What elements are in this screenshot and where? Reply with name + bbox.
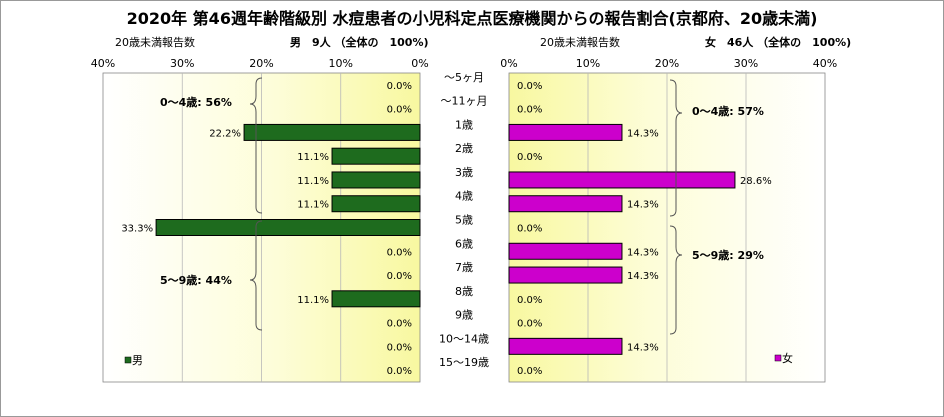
left-summary: 男 9人 （全体の 100%) bbox=[290, 35, 429, 49]
right-group2-label: 5～9歳: 29% bbox=[692, 248, 764, 262]
category-label: ～5ヶ月 bbox=[444, 71, 484, 84]
male-bar bbox=[331, 171, 421, 189]
female-value-label: 0.0% bbox=[517, 105, 542, 116]
left-axis-tick-label: 20% bbox=[249, 57, 273, 70]
category-label: 5歳 bbox=[455, 214, 473, 227]
category-label: 9歳 bbox=[455, 309, 473, 322]
left-group1-label: 0～4歳: 56% bbox=[160, 95, 232, 109]
left-axis-tick-label: 40% bbox=[91, 57, 115, 70]
female-bar bbox=[508, 242, 623, 260]
male-value-label: 0.0% bbox=[387, 105, 412, 116]
female-value-label: 14.3% bbox=[627, 342, 659, 353]
right-axis-tick-label: 10% bbox=[576, 57, 600, 70]
female-value-label: 28.6% bbox=[740, 176, 772, 187]
female-bar bbox=[508, 195, 623, 213]
male-value-label: 11.1% bbox=[297, 176, 329, 187]
right-legend-swatch bbox=[774, 354, 782, 362]
right-group1-brace bbox=[669, 79, 683, 217]
female-bar bbox=[508, 123, 623, 141]
male-value-label: 0.0% bbox=[387, 271, 412, 282]
right-legend-label: 女 bbox=[782, 351, 793, 365]
female-value-label: 14.3% bbox=[627, 271, 659, 282]
right-axis-tick-label: 30% bbox=[734, 57, 758, 70]
left-axis-tick-label: 30% bbox=[170, 57, 194, 70]
female-value-label: 0.0% bbox=[517, 224, 542, 235]
male-value-label: 0.0% bbox=[387, 342, 412, 353]
category-label: ～11ヶ月 bbox=[441, 95, 488, 108]
male-value-label: 0.0% bbox=[387, 319, 412, 330]
category-label: 6歳 bbox=[455, 237, 473, 250]
male-value-label: 0.0% bbox=[387, 247, 412, 258]
left-axis-tick-label: 10% bbox=[329, 57, 353, 70]
left-group2-brace bbox=[249, 220, 263, 331]
female-bar bbox=[508, 266, 623, 284]
right-caption: 20歳未満報告数 bbox=[540, 36, 620, 49]
female-bar bbox=[508, 337, 623, 355]
female-value-label: 0.0% bbox=[517, 295, 542, 306]
female-bar bbox=[508, 171, 736, 189]
chart-title: 2020年 第46週年齢階級別 水痘患者の小児科定点医療機関からの報告割合(京都… bbox=[126, 9, 818, 28]
right-axis-tick-label: 20% bbox=[655, 57, 679, 70]
female-value-label: 14.3% bbox=[627, 247, 659, 258]
left-group1-brace bbox=[249, 77, 263, 214]
male-value-label: 33.3% bbox=[121, 224, 153, 235]
left-group2-label: 5～9歳: 44% bbox=[160, 273, 232, 287]
category-label: 15～19歳 bbox=[439, 356, 489, 369]
female-value-label: 0.0% bbox=[517, 152, 542, 163]
right-group2-brace bbox=[669, 225, 683, 335]
male-value-label: 0.0% bbox=[387, 81, 412, 92]
left-legend-label: 男 bbox=[132, 354, 143, 367]
male-value-label: 22.2% bbox=[209, 128, 241, 139]
right-summary: 女 46人 （全体の 100%) bbox=[705, 35, 851, 49]
category-label: 8歳 bbox=[455, 285, 473, 298]
male-bar bbox=[331, 290, 421, 308]
male-value-label: 0.0% bbox=[387, 366, 412, 377]
male-bar bbox=[331, 147, 421, 165]
category-label: 1歳 bbox=[455, 118, 473, 131]
male-bar bbox=[331, 195, 421, 213]
category-label: 3歳 bbox=[455, 166, 473, 179]
right-axis-tick-label: 40% bbox=[813, 57, 837, 70]
male-value-label: 11.1% bbox=[297, 200, 329, 211]
left-caption: 20歳未満報告数 bbox=[115, 36, 195, 49]
female-value-label: 14.3% bbox=[627, 200, 659, 211]
female-value-label: 0.0% bbox=[517, 319, 542, 330]
female-value-label: 14.3% bbox=[627, 128, 659, 139]
male-value-label: 11.1% bbox=[297, 152, 329, 163]
male-bar bbox=[243, 123, 421, 141]
right-group1-label: 0～4歳: 57% bbox=[692, 104, 764, 118]
male-value-label: 11.1% bbox=[297, 295, 329, 306]
category-label: 2歳 bbox=[455, 142, 473, 155]
right-axis-tick-label: 0% bbox=[500, 57, 517, 70]
left-axis-tick-label: 0% bbox=[411, 57, 428, 70]
left-legend-swatch bbox=[124, 356, 132, 364]
category-label: 10～14歳 bbox=[439, 332, 489, 345]
female-value-label: 0.0% bbox=[517, 81, 542, 92]
female-value-label: 0.0% bbox=[517, 366, 542, 377]
category-label: 4歳 bbox=[455, 190, 473, 203]
male-bar bbox=[155, 219, 421, 236]
category-label: 7歳 bbox=[455, 261, 473, 274]
